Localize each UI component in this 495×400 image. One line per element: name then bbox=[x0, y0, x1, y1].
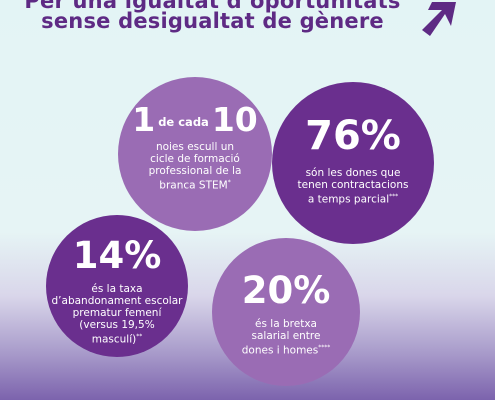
stat-circle-pay-gap: 20% és la bretxa salarial entre dones i … bbox=[212, 238, 360, 386]
stat-ratio: 1 de cada10 bbox=[118, 103, 272, 136]
stat-description: noies escull un cicle de formació profes… bbox=[118, 141, 272, 192]
page-title-line-1: Per una igualtat d’oportunitats bbox=[24, 0, 401, 13]
stat-value: 76% bbox=[305, 113, 401, 159]
stat-circle-part-time: 76% són les dones que tenen contractacio… bbox=[272, 82, 434, 244]
stat-ratio-connector: de cada bbox=[158, 115, 209, 129]
page-title-line-2: sense desigualtat de gènere bbox=[41, 9, 384, 33]
stat-value: 14% bbox=[72, 234, 162, 277]
stat-footnote-mark: ** bbox=[136, 333, 143, 340]
stat-description: és la taxa d’abandonament escolar premat… bbox=[46, 283, 188, 346]
arrow-up-right-icon bbox=[422, 2, 456, 36]
stat-circle-dropout: 14% és la taxa d’abandonament escolar pr… bbox=[46, 215, 188, 357]
stat-footnote-mark: * bbox=[227, 179, 231, 186]
stat-description-text: és la bretxa salarial entre dones i home… bbox=[241, 318, 321, 357]
stat-description: són les dones que tenen contractacions a… bbox=[272, 167, 434, 206]
stat-ratio-denominator: 10 bbox=[211, 100, 258, 139]
stat-description-text: noies escull un cicle de formació profes… bbox=[148, 141, 242, 192]
stat-value: 20% bbox=[241, 269, 331, 312]
stat-footnote-mark: *** bbox=[389, 193, 399, 200]
stat-description: és la bretxa salarial entre dones i home… bbox=[212, 318, 360, 357]
stat-description-text: és la taxa d’abandonament escolar premat… bbox=[51, 283, 183, 346]
stat-footnote-mark: **** bbox=[318, 344, 331, 351]
stat-ratio-numerator: 1 bbox=[132, 100, 156, 139]
stat-circle-stem: 1 de cada10 noies escull un cicle de form… bbox=[118, 77, 272, 231]
stat-description-text: són les dones que tenen contractacions a… bbox=[297, 167, 409, 206]
